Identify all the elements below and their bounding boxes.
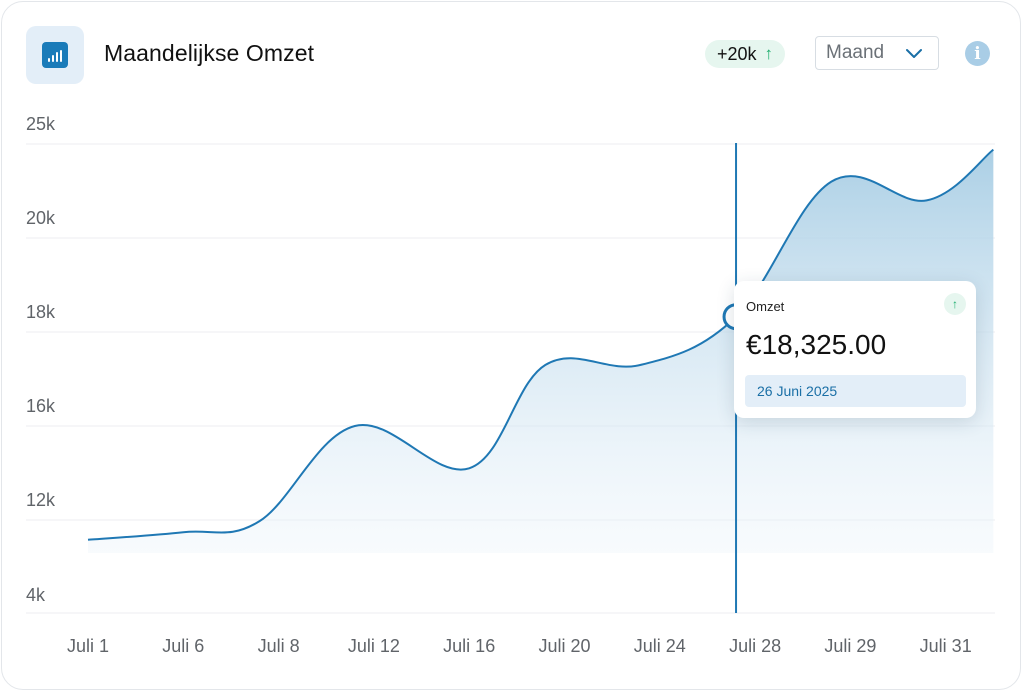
series-area	[88, 149, 994, 553]
arrow-up-icon: ↑	[764, 44, 774, 63]
x-tick-label: Juli 29	[824, 636, 876, 656]
y-tick-label: 12k	[26, 490, 56, 510]
series-line	[87, 148, 994, 541]
chevron-down-icon	[906, 49, 922, 58]
tooltip-label: Omzet	[746, 299, 785, 314]
x-tick-label: Juli 20	[538, 636, 590, 656]
y-tick-label: 4k	[26, 585, 46, 605]
x-tick-label: Juli 1	[67, 636, 109, 656]
x-tick-label: Juli 6	[162, 636, 204, 656]
y-tick-label: 20k	[26, 208, 56, 228]
tooltip-value: €18,325.00	[746, 329, 887, 360]
x-tick-label: Juli 8	[258, 636, 300, 656]
x-tick-label: Juli 31	[920, 636, 972, 656]
x-tick-label: Juli 16	[443, 636, 495, 656]
period-select-value: Maand	[826, 42, 885, 63]
tooltip: Omzet ↑ €18,325.00 26 Juni 2025	[734, 281, 976, 418]
page-title: Maandelijkse Omzet	[104, 40, 315, 66]
chart-icon	[26, 26, 84, 84]
x-tick-label: Juli 24	[634, 636, 686, 656]
y-tick-label: 25k	[26, 114, 56, 134]
y-tick-label: 16k	[26, 396, 56, 416]
x-tick-label: Juli 12	[348, 636, 400, 656]
info-icon[interactable]: i	[965, 41, 990, 66]
arrow-up-icon: ↑	[944, 293, 966, 315]
y-tick-label: 18k	[26, 302, 56, 322]
trend-badge: +20k ↑	[705, 40, 786, 68]
x-tick-label: Juli 28	[729, 636, 781, 656]
period-select[interactable]: Maand	[815, 36, 939, 70]
trend-value: +20k	[717, 43, 757, 64]
tooltip-date: 26 Juni 2025	[745, 375, 966, 407]
